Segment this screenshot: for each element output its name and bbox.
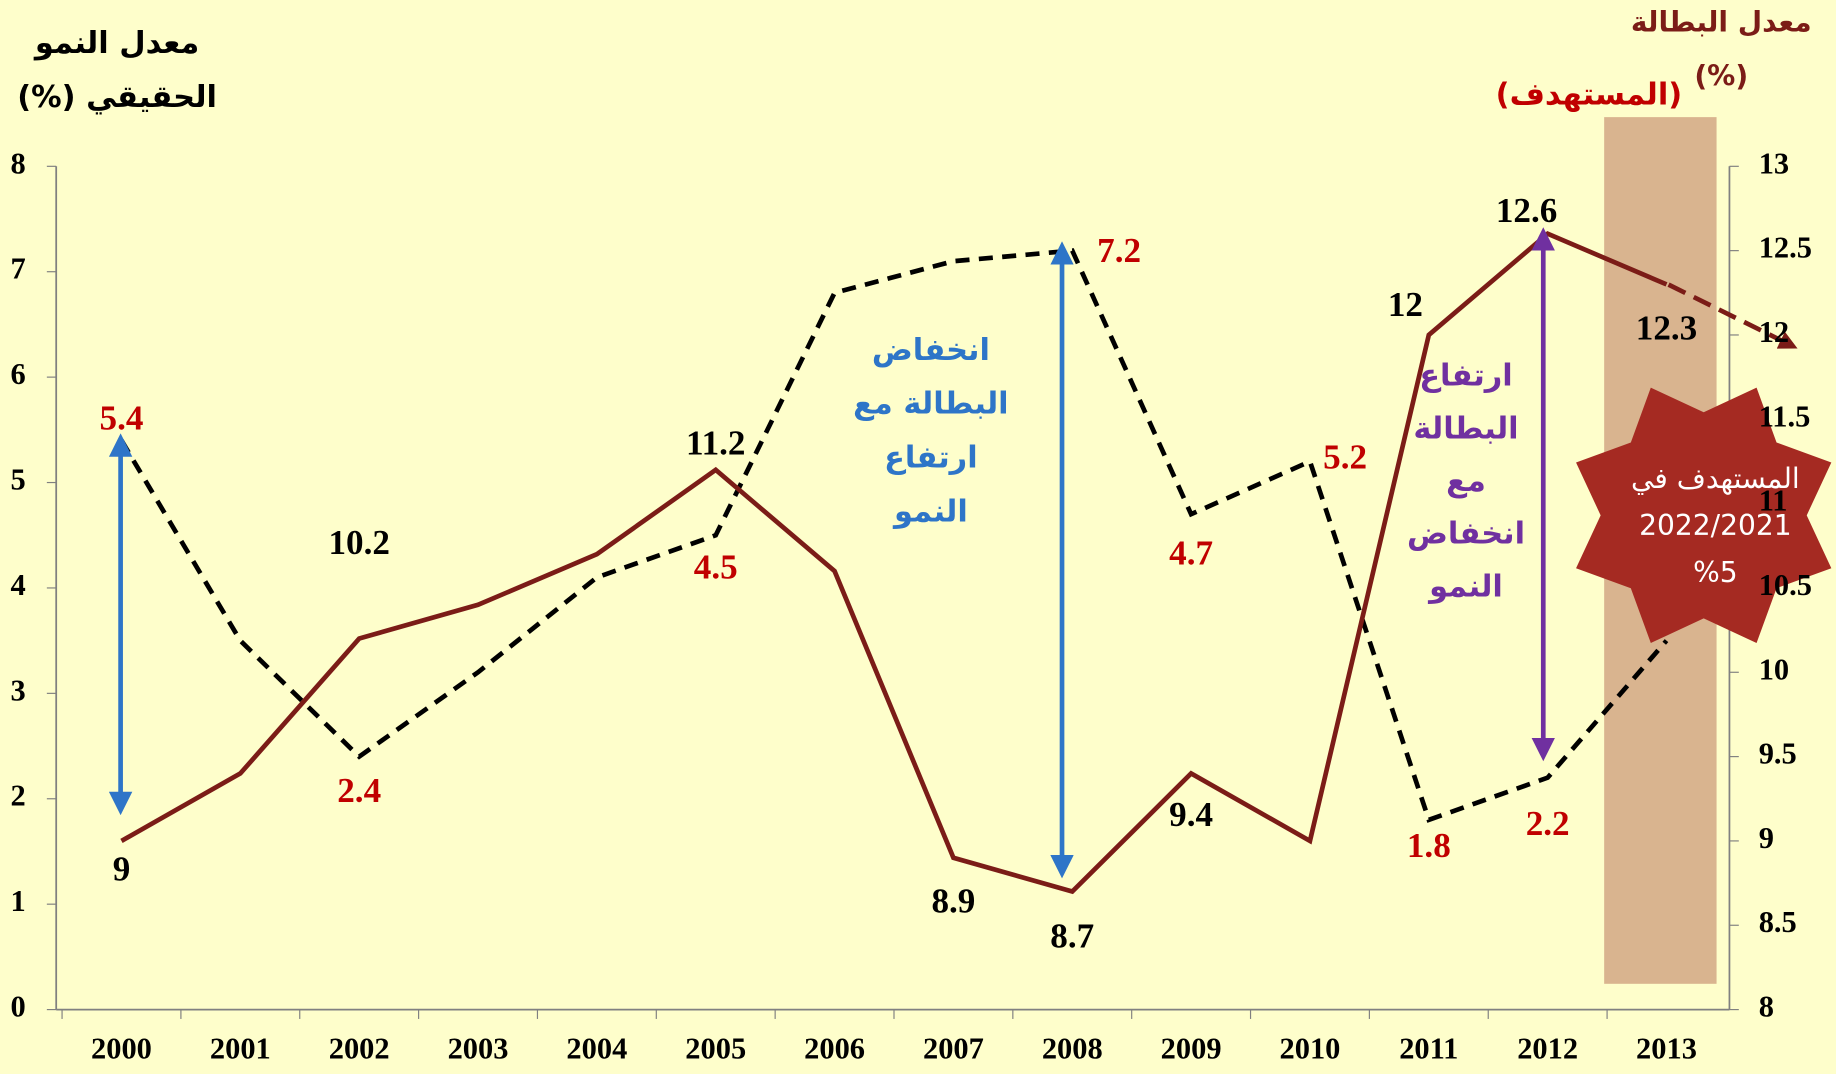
target-star [1576, 387, 1832, 644]
x-tick-label: 2003 [448, 1032, 509, 1066]
plot: 5.42.44.57.24.75.21.82.23.5 [46, 165, 1739, 1019]
data-label: 7.2 [1097, 231, 1141, 270]
x-tick-label: 2001 [210, 1032, 271, 1066]
annotation: ارتفاع [884, 441, 978, 476]
annotation: مع [1446, 464, 1486, 499]
y-tick-label: 2 [11, 779, 26, 813]
y2-tick-label: 9.5 [1759, 737, 1797, 771]
annotation: 2022/2021 [1639, 509, 1791, 542]
data-label: 8.9 [931, 882, 975, 921]
x-tick-label: 2013 [1636, 1032, 1697, 1066]
y2-tick-label: 12.5 [1759, 231, 1812, 265]
y-tick-label: 7 [11, 252, 26, 286]
data-label: 5.4 [100, 399, 144, 438]
annotation: النمو [1427, 569, 1503, 604]
y-tick-label: 3 [11, 673, 26, 707]
axis-title: (%) [1694, 59, 1748, 92]
y2-tick-label: 11 [1759, 484, 1788, 518]
y-tick-label: 6 [11, 357, 26, 391]
data-label: 12.3 [1636, 308, 1697, 347]
annotation: انخفاض [872, 333, 990, 368]
data-label: 9.4 [1169, 795, 1213, 834]
y-tick-label: 4 [11, 568, 26, 602]
y-tick-label: 1 [11, 884, 26, 918]
annotation: المستهدف في [1631, 462, 1800, 495]
x-tick-label: 2006 [804, 1032, 865, 1066]
data-label: 2.2 [1526, 804, 1570, 843]
y2-tick-label: 9 [1759, 821, 1774, 855]
data-label: 10.2 [328, 523, 389, 562]
y2-tick-label: 13 [1759, 146, 1789, 180]
series-line [119, 248, 1669, 823]
y-tick-label: 0 [11, 990, 26, 1024]
target-arrow [1667, 282, 1798, 349]
data-label: 12.6 [1496, 191, 1557, 230]
x-tick-label: 2011 [1399, 1032, 1458, 1066]
data-label: 1.8 [1407, 826, 1451, 865]
data-label: 8.7 [1050, 917, 1094, 956]
y2-tick-label: 12 [1759, 315, 1789, 349]
y2-tick-label: 10 [1759, 652, 1789, 686]
data-label: 4.5 [694, 547, 738, 586]
x-tick-label: 2012 [1517, 1032, 1578, 1066]
annotation: ارتفاع [1419, 359, 1513, 394]
x-tick-label: 2002 [329, 1032, 390, 1066]
data-label: 12 [1388, 285, 1423, 324]
annotation: انخفاض [1407, 517, 1525, 552]
target-label: (المستهدف) [1496, 78, 1683, 113]
x-tick-label: 2009 [1161, 1032, 1222, 1066]
y2-tick-label: 8 [1759, 990, 1774, 1024]
labels: 01234567888.599.51010.51111.51212.513200… [11, 5, 1812, 1065]
x-tick-label: 2007 [923, 1032, 984, 1066]
y-tick-label: 8 [11, 146, 26, 180]
axis-title: الحقيقي (%) [17, 80, 217, 115]
x-tick-label: 2008 [1042, 1032, 1103, 1066]
x-tick-label: 2010 [1280, 1032, 1341, 1066]
data-label: 9 [113, 850, 131, 889]
y2-tick-label: 8.5 [1759, 905, 1797, 939]
x-tick-label: 2000 [91, 1032, 152, 1066]
y-tick-label: 5 [11, 463, 26, 497]
series-line [120, 231, 1668, 895]
x-tick-label: 2004 [566, 1032, 627, 1066]
y2-tick-label: 10.5 [1759, 568, 1812, 602]
data-label: 11.2 [686, 424, 746, 463]
annotation: النمو [892, 494, 968, 529]
x-tick-label: 2005 [685, 1032, 746, 1066]
y2-tick-label: 11.5 [1759, 399, 1811, 433]
annotation: البطالة [1413, 411, 1518, 446]
data-label: 4.7 [1169, 533, 1213, 572]
annotation: %5 [1693, 556, 1738, 589]
data-label: 5.2 [1323, 437, 1367, 476]
axis-title: معدل البطالة [1631, 5, 1812, 38]
data-label: 2.4 [337, 771, 381, 810]
annotation: البطالة مع [853, 387, 1008, 422]
axis-title: معدل النمو [33, 26, 199, 61]
